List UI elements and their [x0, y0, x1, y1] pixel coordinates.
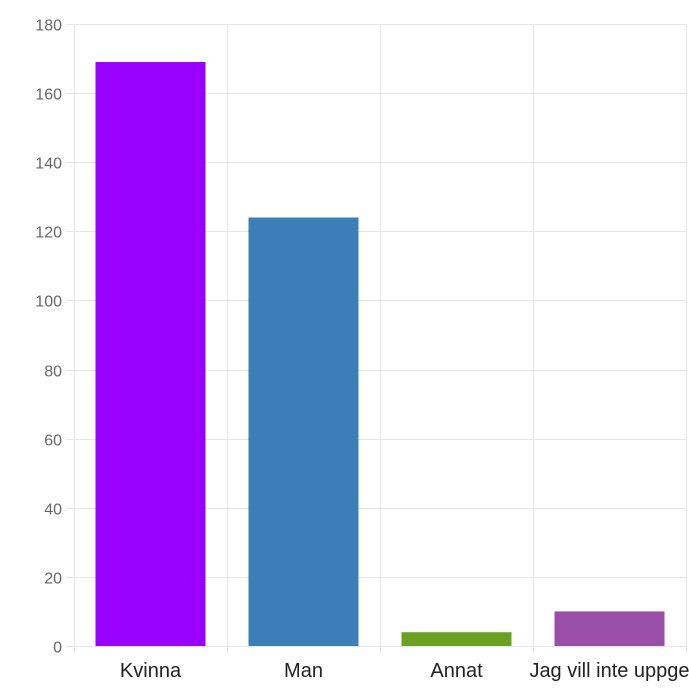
x-tick-label: Annat — [430, 660, 483, 682]
y-tick-label: 160 — [35, 87, 62, 104]
y-tick-label: 100 — [35, 294, 62, 311]
x-axis-ticks: Kvinna Man Annat Jag vill inte uppge — [120, 660, 689, 682]
bar-jag-vill-inte-uppge[interactable] — [554, 611, 665, 646]
bar-kvinna[interactable] — [95, 62, 206, 646]
x-tick-label: Jag vill inte uppge — [529, 660, 689, 682]
bar-man[interactable] — [248, 217, 359, 647]
y-axis-ticks: 0 20 40 60 80 100 120 140 160 180 — [35, 18, 62, 657]
y-tick-label: 140 — [35, 156, 62, 173]
y-tick-label: 40 — [44, 502, 62, 519]
bar-annat[interactable] — [401, 632, 512, 646]
x-tick-label: Kvinna — [120, 660, 182, 682]
x-tick-label: Man — [284, 660, 323, 682]
bars — [95, 62, 665, 647]
y-tick-label: 20 — [44, 571, 62, 588]
y-tick-label: 180 — [35, 18, 62, 35]
y-tick-label: 120 — [35, 225, 62, 242]
y-tick-label: 0 — [53, 640, 62, 657]
y-tick-label: 80 — [44, 364, 62, 381]
y-tick-label: 60 — [44, 433, 62, 450]
